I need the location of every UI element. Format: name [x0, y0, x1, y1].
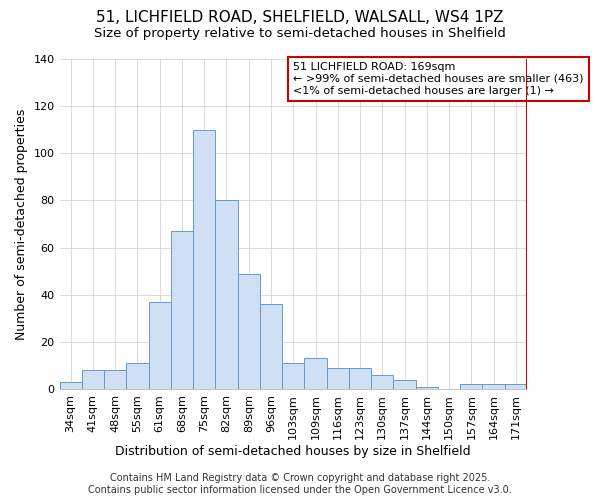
Bar	[104, 370, 127, 389]
Bar	[394, 380, 416, 389]
Bar	[127, 363, 149, 389]
Bar	[416, 386, 438, 389]
Bar	[371, 375, 394, 389]
Bar	[260, 304, 282, 389]
Text: Size of property relative to semi-detached houses in Shelfield: Size of property relative to semi-detach…	[94, 28, 506, 40]
Y-axis label: Number of semi-detached properties: Number of semi-detached properties	[15, 108, 28, 340]
Bar	[215, 200, 238, 389]
Bar	[505, 384, 527, 389]
Bar	[171, 231, 193, 389]
Bar	[149, 302, 171, 389]
Bar	[282, 363, 304, 389]
Bar	[193, 130, 215, 389]
Bar	[349, 368, 371, 389]
Text: Contains HM Land Registry data © Crown copyright and database right 2025.
Contai: Contains HM Land Registry data © Crown c…	[88, 474, 512, 495]
Text: 51, LICHFIELD ROAD, SHELFIELD, WALSALL, WS4 1PZ: 51, LICHFIELD ROAD, SHELFIELD, WALSALL, …	[96, 10, 504, 25]
Bar	[460, 384, 482, 389]
Bar	[482, 384, 505, 389]
Text: 51 LICHFIELD ROAD: 169sqm
← >99% of semi-detached houses are smaller (463)
<1% o: 51 LICHFIELD ROAD: 169sqm ← >99% of semi…	[293, 62, 584, 96]
Bar	[59, 382, 82, 389]
Bar	[238, 274, 260, 389]
Bar	[82, 370, 104, 389]
X-axis label: Distribution of semi-detached houses by size in Shelfield: Distribution of semi-detached houses by …	[115, 444, 471, 458]
Bar	[326, 368, 349, 389]
Bar	[304, 358, 326, 389]
